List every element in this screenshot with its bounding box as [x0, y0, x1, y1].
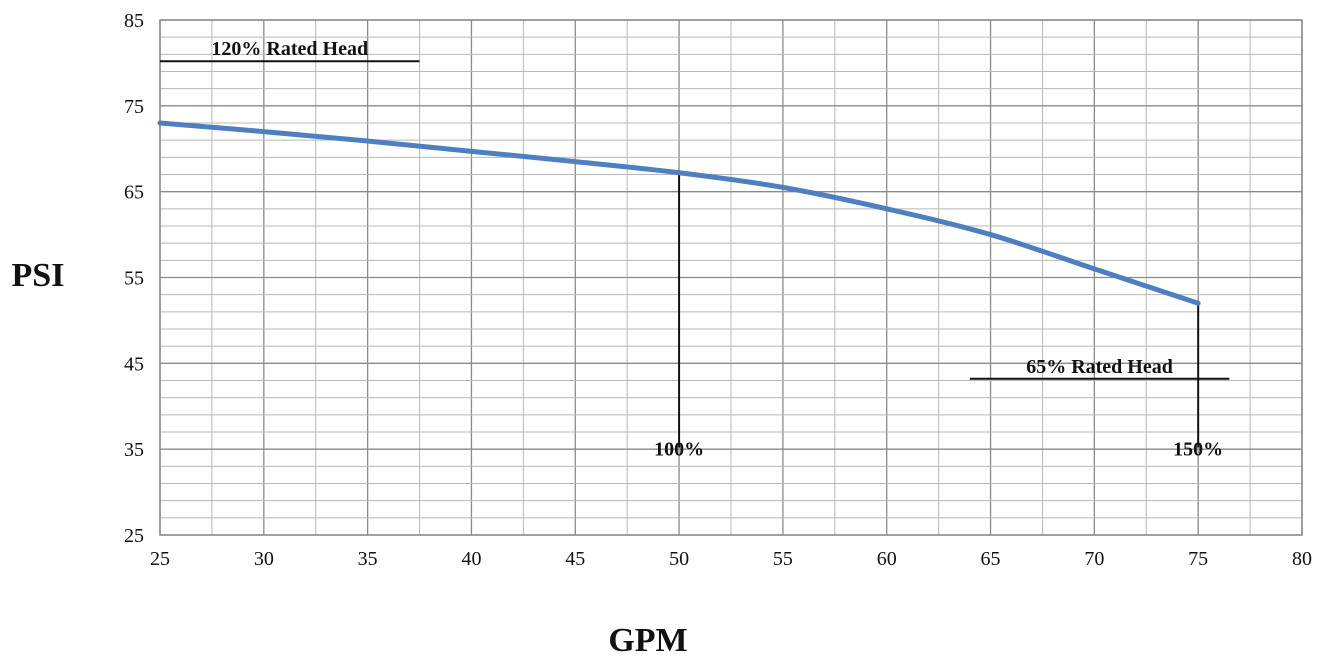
grid — [159, 19, 1303, 536]
x-tick-label: 45 — [565, 548, 585, 570]
annotation-label: 150% — [1173, 438, 1223, 460]
y-axis-tick-labels: 25 35 45 55 65 75 85 — [124, 10, 144, 547]
y-tick-label: 85 — [124, 10, 144, 32]
y-tick-label: 25 — [124, 525, 144, 547]
annotation-label: 100% — [654, 438, 704, 460]
x-tick-label: 60 — [877, 548, 897, 570]
x-tick-label: 80 — [1292, 548, 1312, 570]
y-tick-label: 35 — [124, 439, 144, 461]
x-tick-label: 55 — [773, 548, 793, 570]
plot-area-frame — [159, 19, 1303, 536]
annotation-lines — [160, 60, 1230, 448]
y-tick-label: 55 — [124, 268, 144, 290]
x-tick-label: 35 — [358, 548, 378, 570]
x-axis-tick-labels: 25 30 35 40 45 50 55 60 65 70 75 80 — [150, 548, 1312, 570]
series-line-pump-curve — [157, 120, 1201, 306]
y-tick-label: 65 — [124, 182, 144, 204]
annotation-label: 120% Rated Head — [211, 38, 368, 60]
x-tick-label: 30 — [254, 548, 274, 570]
x-tick-label: 70 — [1084, 548, 1104, 570]
x-tick-label: 50 — [669, 548, 689, 570]
y-tick-label: 45 — [124, 353, 144, 375]
annotation-labels: 120% Rated Head 65% Rated Head 100% 150% — [211, 38, 1223, 460]
x-tick-label: 25 — [150, 548, 170, 570]
x-tick-label: 40 — [461, 548, 481, 570]
annotation-label: 65% Rated Head — [1026, 356, 1173, 378]
y-tick-label: 75 — [124, 96, 144, 118]
y-axis-title: PSI — [12, 257, 65, 294]
x-tick-label: 75 — [1188, 548, 1208, 570]
x-tick-label: 65 — [981, 548, 1001, 570]
x-axis-title: GPM — [608, 622, 687, 659]
